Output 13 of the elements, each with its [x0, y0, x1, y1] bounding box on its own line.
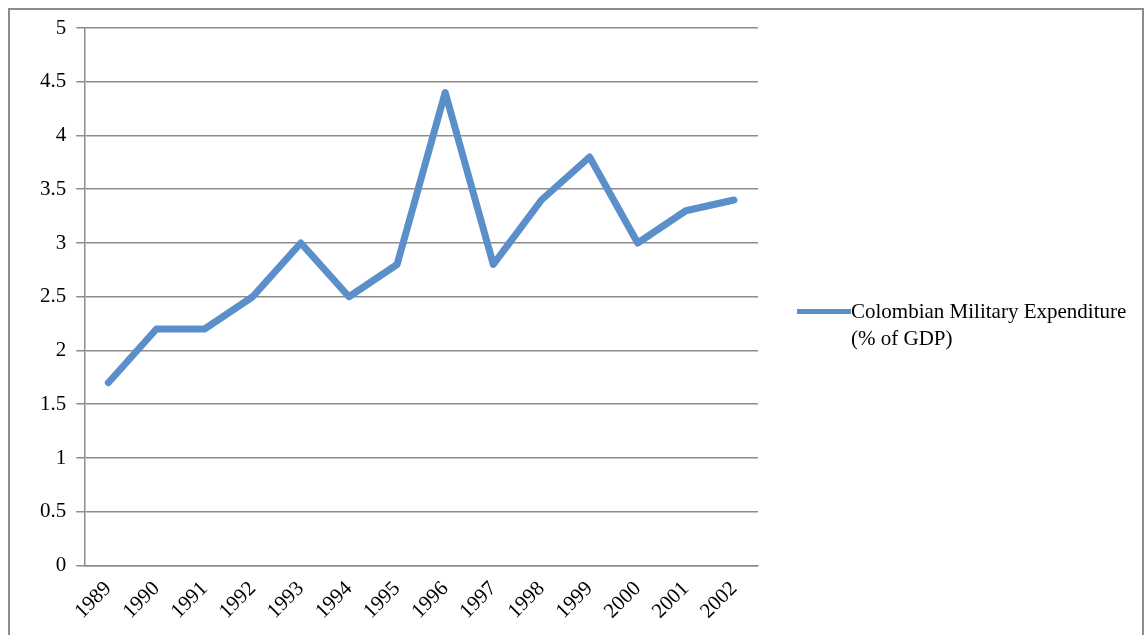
y-tick-label: 1.5 [40, 390, 67, 415]
x-tick-label: 2001 [646, 575, 694, 623]
y-tick-label: 4.5 [40, 68, 67, 93]
y-tick-label: 3 [55, 229, 67, 254]
y-tick-label: 0.5 [40, 498, 67, 523]
y-tick-label: 5 [55, 14, 67, 39]
y-tick-label: 3.5 [40, 175, 67, 200]
legend-label: Colombian Military Expenditure (% of GDP) [851, 298, 1128, 352]
y-tick-label: 4 [55, 122, 67, 147]
y-tick-label: 2 [55, 337, 67, 362]
y-tick-label: 0 [55, 552, 67, 576]
y-tick-label: 1 [55, 444, 67, 469]
y-tick-label: 2.5 [40, 283, 67, 308]
